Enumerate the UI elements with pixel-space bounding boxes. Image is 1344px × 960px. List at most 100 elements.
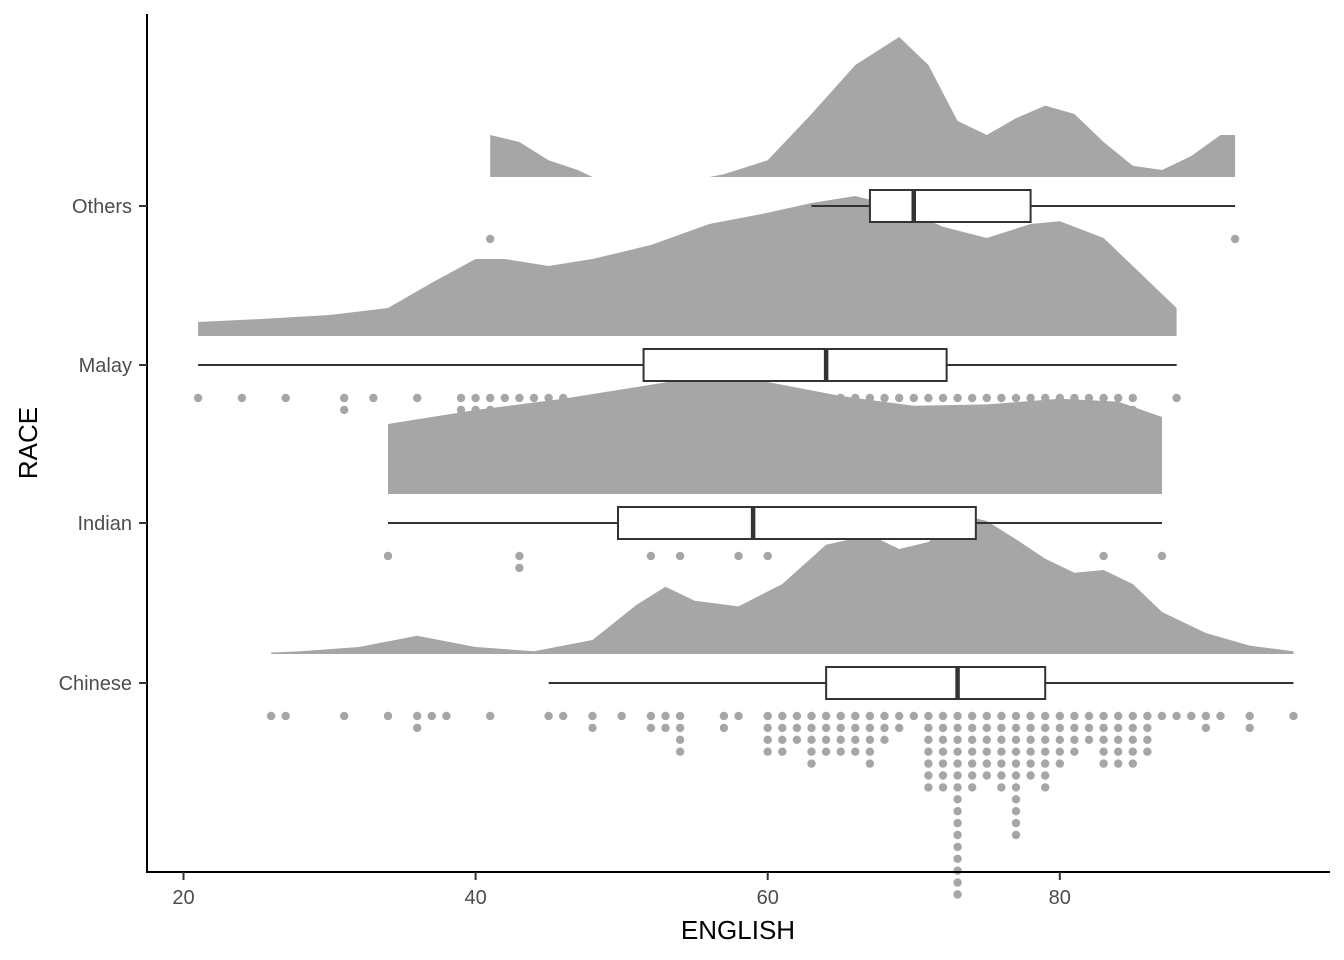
data-point (471, 405, 480, 415)
data-point (997, 723, 1006, 733)
boxplot-malay (198, 348, 1177, 382)
data-point (661, 393, 670, 403)
data-point (413, 723, 422, 733)
data-point (807, 711, 816, 721)
data-point (953, 735, 962, 744)
data-point (836, 723, 845, 733)
data-point (763, 747, 772, 756)
data-point (1026, 234, 1035, 244)
data-point (778, 723, 787, 733)
data-point (997, 771, 1006, 780)
data-point (865, 234, 875, 244)
data-point (763, 723, 772, 733)
data-point (1011, 393, 1021, 403)
data-point (1011, 723, 1021, 733)
data-point (953, 759, 962, 768)
data-point (675, 735, 685, 744)
x-axis-ticks: 20 40 60 80 (172, 872, 1071, 909)
data-point (1245, 711, 1254, 721)
data-point (763, 551, 772, 561)
data-point (953, 393, 962, 403)
data-point (968, 759, 977, 768)
data-point (909, 393, 918, 403)
y-axis-title: RACE (13, 407, 43, 479)
data-point (807, 735, 816, 744)
data-point (193, 393, 203, 403)
box-iqr-indian (617, 506, 977, 540)
data-point (1055, 759, 1065, 768)
data-point (821, 711, 831, 721)
data-point (997, 747, 1006, 756)
data-point (807, 723, 816, 733)
data-point (1172, 393, 1181, 403)
data-point (1026, 759, 1035, 768)
density-cloud-indian (388, 375, 1162, 494)
data-point (1026, 429, 1035, 438)
data-point (675, 393, 685, 403)
data-point (1114, 759, 1123, 768)
data-point (1026, 551, 1035, 561)
data-point (982, 747, 991, 756)
data-point (1026, 735, 1035, 744)
data-point (778, 405, 787, 415)
data-point (1084, 393, 1094, 403)
data-point (778, 735, 787, 744)
data-point (851, 429, 860, 438)
data-point (953, 771, 962, 780)
data-point (924, 747, 933, 756)
data-point (953, 842, 962, 852)
data-point (807, 405, 816, 415)
data-point (1289, 711, 1298, 721)
data-point (1099, 759, 1108, 768)
data-point (880, 735, 889, 744)
data-point (1026, 405, 1035, 415)
data-point (880, 723, 889, 733)
data-point (924, 783, 933, 792)
density-layer (198, 37, 1294, 654)
data-point (646, 405, 656, 415)
data-point (851, 417, 860, 426)
data-point (734, 405, 743, 415)
data-point (982, 759, 991, 768)
data-point (821, 393, 831, 403)
data-point (836, 711, 845, 721)
data-point (851, 711, 860, 721)
data-point (281, 393, 290, 403)
data-point (705, 417, 714, 426)
data-point (778, 393, 787, 403)
data-point (500, 393, 509, 403)
data-point (748, 393, 758, 403)
data-point (486, 405, 495, 415)
data-point (968, 735, 977, 744)
data-point (1187, 711, 1196, 721)
data-point (792, 405, 802, 415)
data-point (486, 234, 495, 244)
data-point (719, 711, 729, 721)
data-point (719, 723, 729, 733)
data-point (1011, 807, 1021, 816)
data-point (1070, 393, 1079, 403)
data-point (515, 393, 524, 403)
data-point (953, 747, 962, 756)
y-tick-label-indian: Indian (78, 513, 133, 535)
data-point (1099, 393, 1108, 403)
data-point (340, 711, 349, 721)
data-point (413, 393, 422, 403)
data-point (895, 723, 904, 733)
data-point (851, 747, 860, 756)
data-point (953, 405, 962, 415)
data-point (1099, 747, 1108, 756)
data-point (792, 735, 802, 744)
data-point (1114, 747, 1123, 756)
data-point (982, 771, 991, 780)
data-point (1011, 711, 1021, 721)
boxplot-chinese (548, 666, 1294, 700)
box-iqr-chinese (825, 666, 1047, 700)
data-point (1011, 771, 1021, 780)
data-point (719, 405, 729, 415)
data-point (865, 393, 875, 403)
data-point (821, 723, 831, 733)
data-point (617, 711, 626, 721)
data-point (1041, 723, 1050, 733)
x-tick-label-20: 20 (172, 887, 194, 909)
